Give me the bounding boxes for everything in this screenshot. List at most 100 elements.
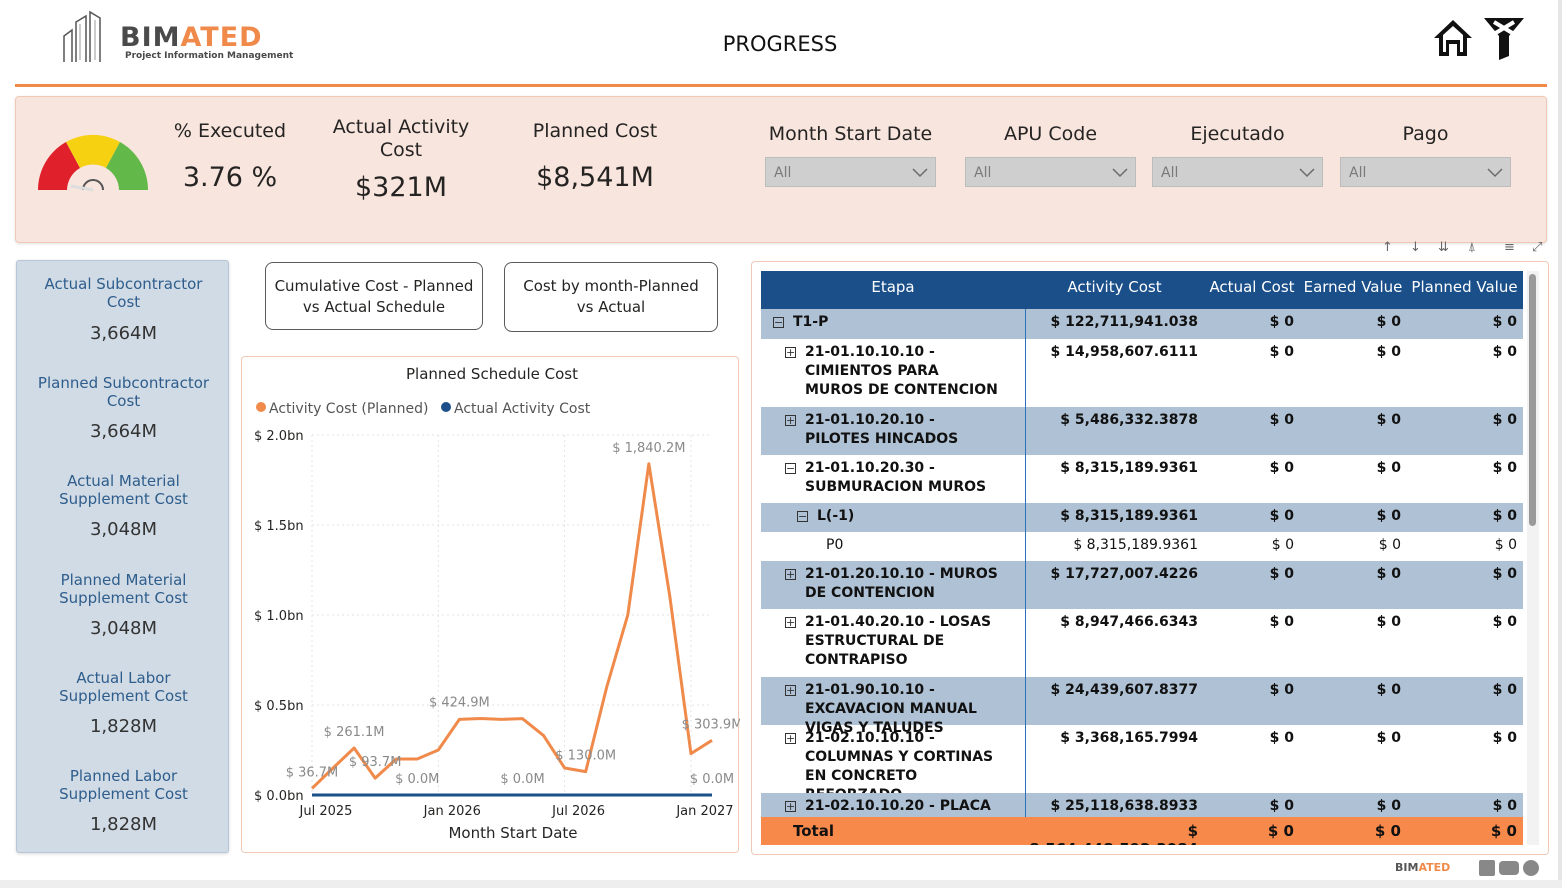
matrix-row[interactable]: +21-01.40.20.10 - LOSAS ESTRUCTURAL DE C… — [761, 609, 1523, 677]
matrix-row[interactable]: +21-01.10.20.10 - PILOTES HINCADOS $ 5,48… — [761, 407, 1523, 455]
total-activity-cost: $ 8,564,448,592.3084 — [1029, 822, 1198, 845]
expand-icon[interactable]: + — [785, 414, 796, 427]
matrix-row[interactable]: +21-01.10.10.10 - CIMIENTOS PARA MUROS D… — [761, 339, 1523, 407]
footer-logo: BIMATED — [1395, 858, 1545, 880]
slicer-pago-dropdown[interactable]: All — [1340, 157, 1511, 187]
row-label: P0 — [826, 537, 844, 553]
expand-icon[interactable]: + — [785, 568, 796, 581]
expand-all-icon[interactable]: ⇊ — [1438, 240, 1449, 255]
matrix-row[interactable]: +21-01.20.10.10 - MUROS DE CONTENCION $ 1… — [761, 561, 1523, 609]
actual-cost-label: Actual Activity Cost — [332, 116, 470, 161]
matrix-row[interactable]: P0 $ 8,315,189.9361 $ 0 $ 0 $ 0 — [761, 532, 1523, 561]
linkedin-icon[interactable] — [1479, 860, 1495, 876]
x-tick-label: Jul 2026 — [551, 804, 605, 819]
building-logo-icon — [63, 10, 101, 62]
total-planned-value: $ 0 — [1490, 822, 1517, 840]
row-label: 21-01.20.10.10 - MUROS DE CONTENCION — [805, 566, 998, 601]
column-header-activity-cost[interactable]: Activity Cost — [1067, 278, 1162, 296]
cell-activity-cost: $ 24,439,607.8377 — [1050, 682, 1198, 698]
clear-filter-icon[interactable] — [1482, 16, 1526, 60]
matrix-row[interactable]: − T1-P $ 122,711,941.038 $ 0 $ 0 $ 0 — [761, 309, 1523, 339]
cell-planned-value: $ 0 — [1492, 460, 1517, 476]
series-line-planned — [310, 462, 713, 790]
column-header-actual-cost[interactable]: Actual Cost — [1209, 278, 1295, 296]
row-label: 21-01.40.20.10 - LOSAS ESTRUCTURAL DE CO… — [805, 614, 992, 668]
cell-planned-value: $ 0 — [1492, 682, 1517, 698]
filter-icon[interactable]: ≡ — [1504, 240, 1515, 255]
matrix-row[interactable]: −21-01.10.20.30 - SUBMURACION MUROS $ 8,3… — [761, 455, 1523, 503]
cumulative-cost-button[interactable]: Cumulative Cost - Planned vs Actual Sche… — [265, 262, 483, 330]
matrix-row[interactable]: +21-02.10.10.10 - COLUMNAS Y CORTINAS EN… — [761, 725, 1523, 803]
planned-cost-label: Planned Cost — [532, 120, 658, 142]
cell-earned-value: $ 0 — [1376, 566, 1401, 582]
cell-activity-cost: $ 5,486,332.3878 — [1060, 412, 1198, 428]
youtube-icon[interactable] — [1499, 861, 1519, 875]
cell-earned-value: $ 0 — [1376, 314, 1401, 330]
data-label: $ 130.0M — [555, 749, 616, 764]
drill-up-icon[interactable]: ↑ — [1382, 240, 1393, 255]
cell-activity-cost: $ 25,118,638.8933 — [1050, 798, 1198, 814]
slicer-title-month: Month Start Date — [768, 123, 933, 145]
legend-label-actual[interactable]: Actual Activity Cost — [454, 401, 591, 417]
web-icon[interactable] — [1523, 860, 1539, 876]
slicer-month-value: All — [774, 165, 792, 181]
footer-brand: BIMATED — [1395, 861, 1451, 874]
cell-activity-cost: $ 14,958,607.6111 — [1050, 344, 1198, 360]
focus-mode-icon[interactable]: ⤢ — [1532, 240, 1543, 255]
row-label: 21-01.10.20.10 - PILOTES HINCADOS — [805, 412, 959, 447]
total-actual-cost: $ 0 — [1267, 822, 1294, 840]
brand-tagline: Project Information Management — [125, 51, 294, 61]
cell-earned-value: $ 0 — [1376, 798, 1401, 814]
matrix-row[interactable]: − L(-1) $ 8,315,189.9361 $ 0 $ 0 $ 0 — [761, 503, 1523, 532]
slicer-title-ejecutado: Ejecutado — [1190, 123, 1285, 145]
collapse-icon[interactable]: − — [773, 316, 784, 329]
matrix-scrollbar[interactable] — [1527, 271, 1539, 845]
column-header-earned-value[interactable]: Earned Value — [1303, 278, 1403, 296]
column-header-etapa[interactable]: Etapa — [871, 278, 915, 296]
cost-matrix: Etapa Activity Cost Actual Cost Earned V… — [761, 271, 1523, 845]
expand-icon[interactable]: + — [785, 732, 796, 745]
cell-earned-value: $ 0 — [1376, 682, 1401, 698]
total-earned-value: $ 0 — [1374, 822, 1401, 840]
expand-icon[interactable]: + — [785, 616, 796, 629]
slicer-month-dropdown[interactable]: All — [765, 157, 936, 187]
cell-activity-cost: $ 8,315,189.9361 — [1060, 460, 1198, 476]
expand-icon[interactable]: + — [785, 800, 796, 813]
cell-activity-cost: $ 17,727,007.4226 — [1050, 566, 1198, 582]
executed-gauge — [37, 134, 149, 192]
legend-label-planned[interactable]: Activity Cost (Planned) — [269, 401, 428, 417]
expand-icon[interactable]: + — [785, 684, 796, 697]
chart-title: Planned Schedule Cost — [406, 365, 578, 383]
cost-by-month-button[interactable]: Cost by month-Planned vs Actual — [504, 262, 718, 332]
data-label: $ 0.0M — [395, 772, 439, 787]
collapse-icon[interactable]: − — [785, 462, 796, 475]
collapse-icon[interactable]: − — [797, 510, 808, 523]
actual-cost-value: $321M — [354, 172, 447, 203]
cell-actual-cost: $ 0 — [1269, 566, 1294, 582]
card-label: Planned Material Supplement Cost — [59, 571, 188, 607]
scrollbar-thumb[interactable] — [1529, 274, 1536, 526]
home-icon[interactable] — [1432, 18, 1474, 58]
drill-down-icon[interactable]: ↓ — [1410, 240, 1421, 255]
cell-actual-cost: $ 0 — [1269, 614, 1294, 630]
slicer-apu-dropdown[interactable]: All — [965, 157, 1136, 187]
matrix-row[interactable]: +21-01.90.10.10 - EXCAVACION MANUAL VIGA… — [761, 677, 1523, 736]
cell-actual-cost: $ 0 — [1269, 682, 1294, 698]
cell-planned-value: $ 0 — [1492, 798, 1517, 814]
visual-header-toolbar: ↑ ↓ ⇊ ⍋ ≡ ⤢ — [1378, 238, 1548, 262]
row-label: 21-02.10.10.20 - PLACA — [805, 798, 991, 814]
y-tick-label: $ 1.5bn — [254, 519, 304, 534]
executed-label: % Executed — [173, 120, 287, 142]
expand-hierarchy-icon[interactable]: ⍋ — [1468, 240, 1476, 255]
card-value: 3,048M — [89, 618, 158, 639]
cell-planned-value: $ 0 — [1494, 537, 1517, 553]
card-label: Actual Material Supplement Cost — [59, 472, 188, 508]
column-header-planned-value[interactable]: Planned Value — [1411, 278, 1518, 296]
cell-actual-cost: $ 0 — [1269, 508, 1294, 524]
cell-activity-cost: $ 3,368,165.7994 — [1060, 730, 1198, 746]
slicer-apu-value: All — [974, 165, 992, 181]
slicer-ejecutado-dropdown[interactable]: All — [1152, 157, 1323, 187]
expand-icon[interactable]: + — [785, 346, 796, 359]
column-divider — [1025, 309, 1026, 845]
card-value: 3,664M — [89, 421, 158, 442]
